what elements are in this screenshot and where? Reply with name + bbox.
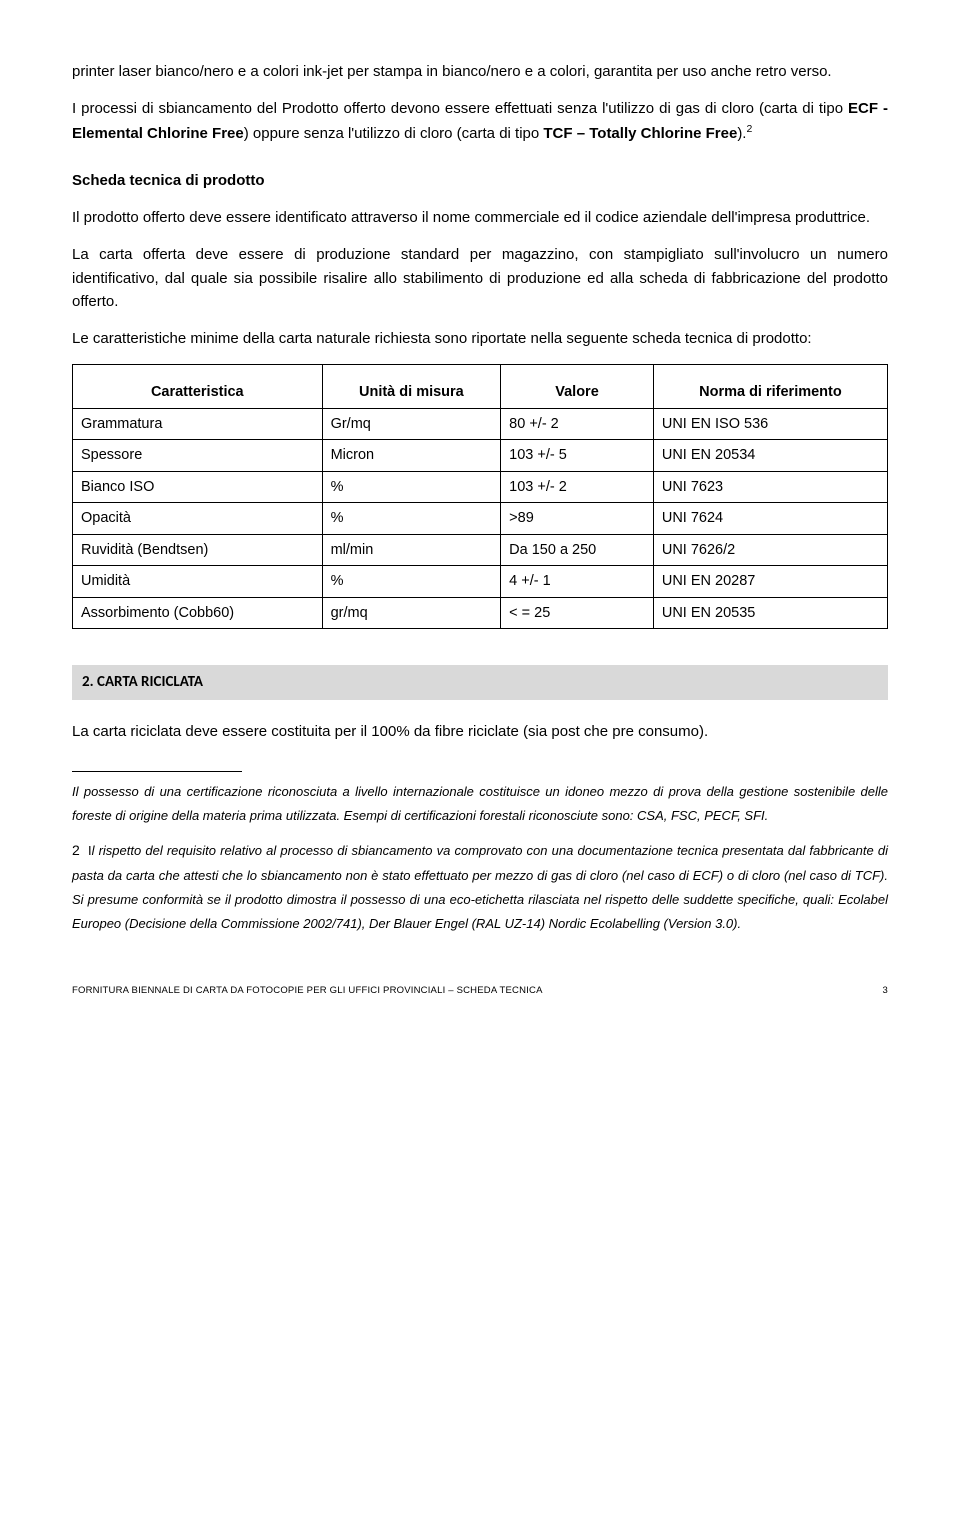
footnote-separator <box>72 771 242 772</box>
table-cell: ml/min <box>322 534 501 565</box>
table-row: SpessoreMicron103 +/- 5UNI EN 20534 <box>73 440 888 471</box>
table-row: Assorbimento (Cobb60)gr/mq< = 25UNI EN 2… <box>73 597 888 628</box>
table-cell: Gr/mq <box>322 408 501 439</box>
paragraph-product-id: Il prodotto offerto deve essere identifi… <box>72 206 888 229</box>
table-header: Unità di misura <box>322 365 501 408</box>
section-heading-carta-riciclata: 2. CARTA RICICLATA <box>72 665 888 700</box>
footnote-number: 2 <box>72 842 80 858</box>
table-cell: Da 150 a 250 <box>501 534 654 565</box>
text-tcf: TCF – Totally Chlorine Free <box>543 125 737 142</box>
table-header: Norma di riferimento <box>653 365 887 408</box>
table-cell: gr/mq <box>322 597 501 628</box>
table-cell: UNI 7623 <box>653 471 887 502</box>
table-cell: % <box>322 566 501 597</box>
text-fragment: I processi di sbiancamento del Prodotto … <box>72 100 848 117</box>
footer-title: FORNITURA BIENNALE DI CARTA DA FOTOCOPIE… <box>72 984 543 999</box>
footer-page-number: 3 <box>883 984 888 999</box>
table-cell: UNI 7624 <box>653 503 887 534</box>
table-cell: UNI EN 20287 <box>653 566 887 597</box>
table-cell: < = 25 <box>501 597 654 628</box>
footnote-2: 2 Il rispetto del requisito relativo al … <box>72 838 888 936</box>
paragraph-riciclata: La carta riciclata deve essere costituit… <box>72 718 888 747</box>
table-header: Valore <box>501 365 654 408</box>
table-row: GrammaturaGr/mq80 +/- 2UNI EN ISO 536 <box>73 408 888 439</box>
table-cell: Opacità <box>73 503 323 534</box>
footnote-1: Il possesso di una certificazione ricono… <box>72 780 888 828</box>
table-header-row: Caratteristica Unità di misura Valore No… <box>73 365 888 408</box>
table-row: Umidità%4 +/- 1UNI EN 20287 <box>73 566 888 597</box>
table-cell: Umidità <box>73 566 323 597</box>
table-row: Opacità%>89UNI 7624 <box>73 503 888 534</box>
table-row: Ruvidità (Bendtsen)ml/minDa 150 a 250UNI… <box>73 534 888 565</box>
table-cell: Spessore <box>73 440 323 471</box>
table-row: Bianco ISO%103 +/- 2UNI 7623 <box>73 471 888 502</box>
table-cell: UNI EN ISO 536 <box>653 408 887 439</box>
paragraph-min-characteristics: Le caratteristiche minime della carta na… <box>72 327 888 350</box>
table-cell: UNI EN 20535 <box>653 597 887 628</box>
text-fragment: ) oppure senza l'utilizzo di cloro (cart… <box>244 125 544 142</box>
heading-scheda-tecnica: Scheda tecnica di prodotto <box>72 169 888 192</box>
table-cell: 103 +/- 2 <box>501 471 654 502</box>
table-cell: Micron <box>322 440 501 471</box>
page-footer: FORNITURA BIENNALE DI CARTA DA FOTOCOPIE… <box>72 984 888 999</box>
paragraph-bleaching: I processi di sbiancamento del Prodotto … <box>72 97 888 145</box>
table-cell: Bianco ISO <box>73 471 323 502</box>
table-cell: % <box>322 471 501 502</box>
table-cell: 4 +/- 1 <box>501 566 654 597</box>
table-cell: Grammatura <box>73 408 323 439</box>
footnote-2-text: l rispetto del requisito relativo al pro… <box>72 843 888 931</box>
table-cell: 80 +/- 2 <box>501 408 654 439</box>
table-cell: % <box>322 503 501 534</box>
footnote-ref-2: 2 <box>746 123 752 135</box>
table-header: Caratteristica <box>73 365 323 408</box>
paragraph-intro: printer laser bianco/nero e a colori ink… <box>72 60 888 83</box>
table-cell: 103 +/- 5 <box>501 440 654 471</box>
paragraph-standard-production: La carta offerta deve essere di produzio… <box>72 243 888 313</box>
table-cell: Assorbimento (Cobb60) <box>73 597 323 628</box>
table-cell: UNI EN 20534 <box>653 440 887 471</box>
spec-table: Caratteristica Unità di misura Valore No… <box>72 364 888 629</box>
table-cell: UNI 7626/2 <box>653 534 887 565</box>
table-cell: Ruvidità (Bendtsen) <box>73 534 323 565</box>
table-cell: >89 <box>501 503 654 534</box>
